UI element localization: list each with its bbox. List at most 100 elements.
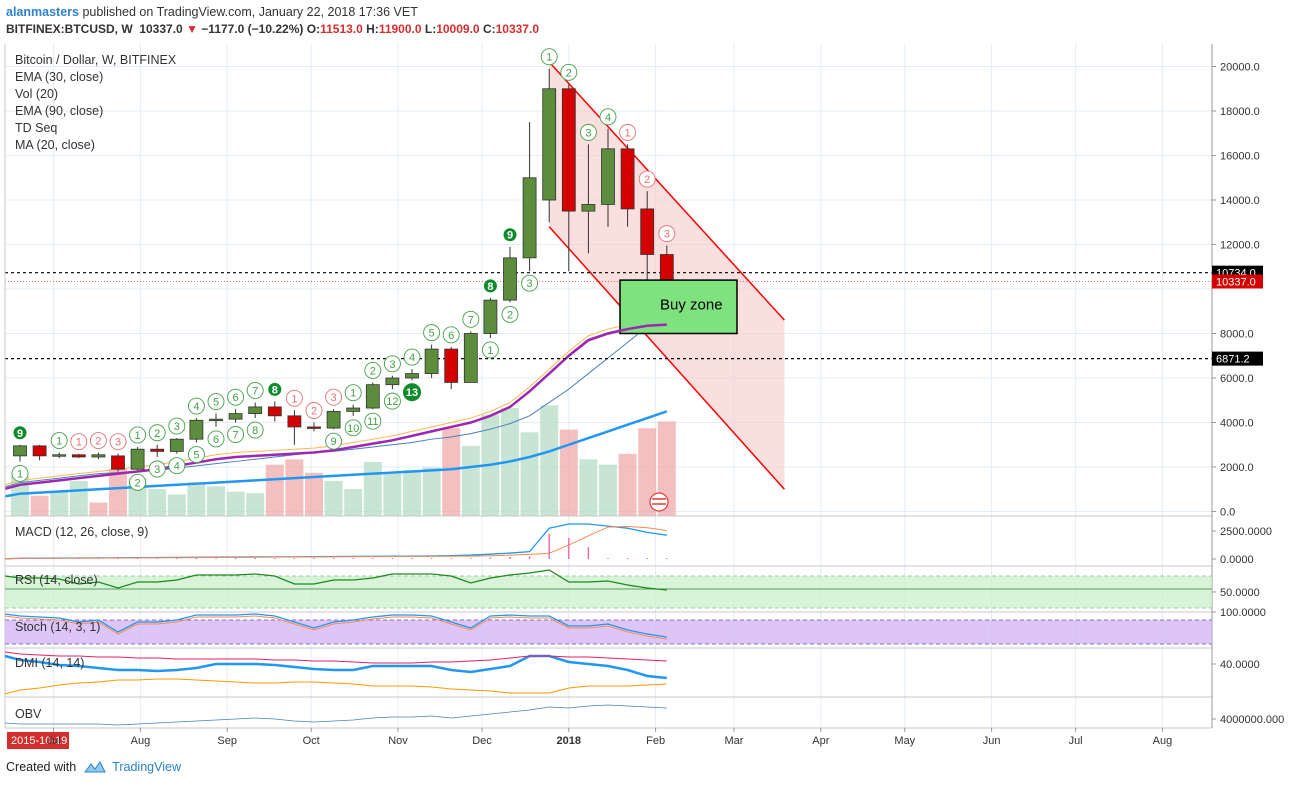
- obv-pane-label[interactable]: OBV: [15, 707, 42, 721]
- candle-body: [91, 454, 106, 458]
- candle-body: [561, 88, 576, 212]
- obv-line: [4, 704, 667, 726]
- td-setup-badge: [503, 228, 517, 242]
- low-label: L:: [424, 22, 437, 36]
- stoch-pane-label[interactable]: Stoch (14, 3, 1): [15, 620, 101, 634]
- candle-body: [503, 257, 517, 301]
- rsi-line: [4, 569, 667, 591]
- legend-volume[interactable]: Vol (20): [15, 87, 59, 101]
- time-tick-label: Mar: [725, 735, 744, 747]
- volume-bar: [89, 502, 108, 516]
- td-count-circle: [246, 421, 264, 439]
- volume-bar: [618, 453, 637, 516]
- start-date-label: 2015-10-19: [11, 735, 67, 747]
- high-label: H:: [366, 22, 379, 36]
- volume-bar: [324, 480, 343, 516]
- time-tick-label: Feb: [646, 735, 665, 747]
- td-count-circle: [50, 432, 68, 449]
- volume-bar: [30, 495, 49, 516]
- legend-ma20[interactable]: MA (20, close): [15, 138, 95, 152]
- candle-body: [189, 419, 204, 440]
- td-count: 1: [350, 388, 356, 400]
- td-count-circle: [501, 305, 519, 323]
- candle-body: [659, 254, 674, 282]
- td-count: 12: [386, 396, 398, 408]
- rsi-tick-label: 50.0000: [1220, 587, 1260, 599]
- candle-body: [111, 455, 125, 470]
- tradingview-link[interactable]: TradingView: [112, 760, 181, 774]
- time-tick-label: 2018: [557, 735, 581, 747]
- macd-histogram-bar: [470, 557, 472, 559]
- rsi-pane-label[interactable]: RSI (14, close): [15, 573, 98, 587]
- volume-bar: [207, 486, 225, 516]
- legend-tdseq[interactable]: TD Seq: [15, 121, 58, 135]
- td-count: 7: [233, 430, 239, 442]
- td-count-circle: [325, 432, 343, 450]
- td-count-circle: [305, 402, 323, 419]
- open-label: O:: [306, 22, 321, 36]
- td-setup-badge: [403, 383, 421, 402]
- td-count: 7: [468, 314, 474, 326]
- candle-body: [169, 438, 184, 452]
- td-count: 6: [233, 392, 239, 404]
- td-count: 3: [174, 421, 180, 433]
- volume-bar: [50, 491, 69, 516]
- volume-bar: [285, 459, 304, 516]
- volume-bar: [246, 493, 265, 516]
- macd-histogram-bar: [78, 558, 80, 559]
- dmi-minus-line: [4, 678, 667, 695]
- candle-body: [581, 204, 596, 212]
- candle-body: [71, 454, 86, 458]
- volume-bar: [109, 468, 127, 516]
- macd-histogram-bar: [19, 558, 21, 559]
- macd-histogram-bar: [117, 558, 119, 559]
- td-count-circle: [187, 446, 205, 463]
- dmi-pane-label[interactable]: DMI (14, 14): [15, 656, 85, 670]
- td-count: 1: [291, 393, 297, 405]
- candle-body: [444, 348, 459, 383]
- time-tick-label: Aug: [1153, 735, 1173, 747]
- author-link[interactable]: alanmasters: [6, 5, 79, 19]
- stoch-d-line: [4, 615, 667, 640]
- macd-tick-label: 0.0000: [1220, 554, 1254, 566]
- legend-title[interactable]: Bitcoin / Dollar, W, BITFINEX: [15, 53, 177, 67]
- legend-ema30[interactable]: EMA (30, close): [15, 70, 104, 84]
- price-badge-label: 6871.2: [1216, 354, 1250, 366]
- rsi-pane: [4, 569, 1212, 609]
- price-tick-label: 14000.0: [1220, 195, 1260, 207]
- td-count-circle: [521, 274, 539, 292]
- macd-histogram-bar: [195, 558, 198, 559]
- time-tick-label: May: [894, 735, 915, 747]
- td-setup-count: 9: [17, 428, 23, 440]
- macd-histogram-bar: [97, 558, 100, 559]
- time-tick-label: Jul: [1069, 735, 1083, 747]
- td-count-circle: [560, 63, 578, 81]
- td-count: 2: [135, 477, 141, 489]
- macd-histogram-bar: [332, 558, 335, 559]
- volume-bar: [442, 428, 461, 516]
- volume-bar: [148, 489, 167, 516]
- candle-body: [209, 418, 223, 422]
- price-tick-label: 4000.0: [1220, 418, 1254, 430]
- ohlc-line: BITFINEX:BTCUSD, W 10337.0 ▼ −1177.0 (−1…: [6, 22, 539, 36]
- td-count: 5: [193, 450, 199, 462]
- price-tick-label: 18000.0: [1220, 106, 1260, 118]
- td-count-circle: [129, 473, 147, 491]
- macd-histogram-bar: [450, 558, 452, 559]
- candle-body: [424, 348, 439, 374]
- price-tick-label: 2000.0: [1220, 462, 1254, 474]
- candle-body: [267, 406, 282, 417]
- legend-ema90[interactable]: EMA (90, close): [15, 104, 104, 118]
- price-tick-label: 8000.0: [1220, 329, 1254, 341]
- price-tick-label: 0.0: [1220, 507, 1235, 519]
- td-count: 2: [507, 309, 513, 321]
- macd-pane-label[interactable]: MACD (12, 26, close, 9): [15, 525, 149, 539]
- created-with-text: Created with: [6, 760, 77, 774]
- candle-body: [287, 415, 302, 428]
- td-count: 9: [331, 436, 337, 448]
- dmi-plus-line: [4, 651, 667, 664]
- candle-body: [32, 445, 47, 457]
- indicator-legend: Bitcoin / Dollar, W, BITFINEX EMA (30, c…: [15, 52, 176, 154]
